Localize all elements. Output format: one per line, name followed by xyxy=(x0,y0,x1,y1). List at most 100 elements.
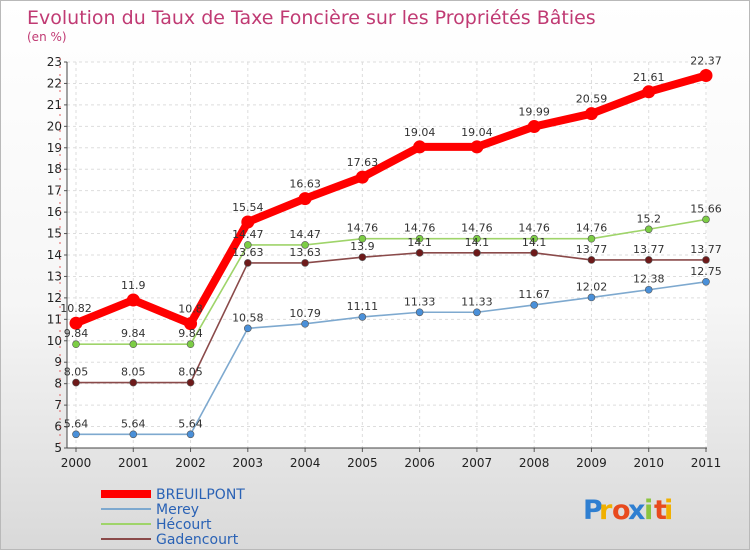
data-point-gadencourt xyxy=(702,256,710,264)
data-label-breuilpont: 21.61 xyxy=(633,71,665,84)
data-label-merey: 11.33 xyxy=(461,295,493,308)
data-label-gadencourt: 14.1 xyxy=(465,236,490,249)
data-label-gadencourt: 13.77 xyxy=(633,243,665,256)
data-label-merey: 11.67 xyxy=(518,288,550,301)
proxiti-logo: Pr oxi ti xyxy=(583,495,673,526)
data-point-gadencourt xyxy=(530,249,538,257)
data-label-merey: 12.38 xyxy=(633,273,665,286)
data-point-breuilpont xyxy=(184,317,198,331)
data-point-merey xyxy=(358,313,367,321)
data-point-h-court xyxy=(358,234,367,243)
data-point-merey xyxy=(644,285,653,294)
x-tick-label: 2011 xyxy=(691,456,722,470)
legend-label-merey: Merey xyxy=(156,502,199,518)
logo-letter: x xyxy=(628,495,645,526)
y-tick-label: 22 xyxy=(47,76,62,90)
data-point-gadencourt xyxy=(72,378,80,387)
data-label-h-court: 14.76 xyxy=(404,222,436,235)
y-tick-label: 14 xyxy=(47,248,62,262)
x-tick-label: 2010 xyxy=(633,456,664,470)
y-tick-label: 9 xyxy=(54,355,62,369)
data-point-gadencourt xyxy=(301,259,309,267)
data-point-h-court xyxy=(301,241,309,249)
data-point-merey xyxy=(129,430,138,439)
y-tick-label: 17 xyxy=(47,184,62,198)
data-point-breuilpont xyxy=(126,293,140,307)
unit-label: (en %) xyxy=(27,30,67,44)
data-point-h-court xyxy=(473,234,481,243)
data-label-breuilpont: 19.99 xyxy=(518,106,550,119)
data-point-h-court xyxy=(72,340,80,349)
data-label-h-court: 14.47 xyxy=(289,228,321,241)
data-point-h-court xyxy=(129,340,138,349)
data-point-gadencourt xyxy=(244,259,252,267)
y-tick-label: 7 xyxy=(54,398,62,412)
data-labels: 5.64 5.64 5.64 10.58 10.79 11.11 11.33 11.33 11.… xyxy=(60,55,722,431)
axes: 5 6 7 8 9 10 11 12 13 14 15 16 17 18 19 20 21 22 23 2000 200… xyxy=(47,55,722,470)
x-tick-label: 2005 xyxy=(347,456,378,470)
data-point-gadencourt xyxy=(644,256,653,264)
y-tick-label: 8 xyxy=(54,377,62,391)
logo-letter: r xyxy=(599,495,613,526)
data-label-h-court: 14.76 xyxy=(518,222,550,235)
data-label-merey: 12.75 xyxy=(690,265,722,278)
data-label-gadencourt: 13.63 xyxy=(289,246,321,259)
x-tick-label: 2001 xyxy=(118,456,149,470)
x-tick-label: 2002 xyxy=(175,456,206,470)
x-tick-label: 2007 xyxy=(462,456,493,470)
data-label-gadencourt: 13.77 xyxy=(690,243,722,256)
data-label-gadencourt: 8.05 xyxy=(64,366,89,379)
data-point-h-court xyxy=(530,234,538,243)
data-point-gadencourt xyxy=(473,249,481,257)
data-label-h-court: 9.84 xyxy=(178,327,203,340)
data-label-gadencourt: 8.05 xyxy=(178,366,203,379)
series-line-h-court xyxy=(75,218,707,346)
data-label-gadencourt: 14.1 xyxy=(522,236,547,249)
data-point-h-court xyxy=(644,225,653,234)
series-line-merey xyxy=(75,281,707,436)
legend-label-breuilpont: BREUILPONT xyxy=(156,487,245,503)
data-label-gadencourt: 13.77 xyxy=(576,243,608,256)
data-label-h-court: 14.47 xyxy=(232,228,264,241)
logo-letter: o xyxy=(612,495,631,526)
data-label-breuilpont: 19.04 xyxy=(404,126,436,139)
data-label-h-court: 14.76 xyxy=(347,222,379,235)
data-point-gadencourt xyxy=(587,256,596,264)
data-point-gadencourt xyxy=(415,249,424,257)
y-tick-label: 5 xyxy=(54,441,62,455)
data-point-breuilpont xyxy=(69,316,83,330)
data-label-breuilpont: 16.63 xyxy=(289,178,321,191)
data-point-breuilpont xyxy=(355,170,369,184)
x-tick-label: 2000 xyxy=(61,456,92,470)
y-tick-label: 11 xyxy=(47,312,62,326)
data-label-h-court: 9.84 xyxy=(64,327,89,340)
logo-letter: P xyxy=(583,495,603,526)
logo-letter: t xyxy=(654,495,667,526)
data-label-breuilpont: 10.8 xyxy=(178,303,203,316)
logo-letter: i xyxy=(664,495,673,526)
data-point-merey xyxy=(186,430,195,439)
chart-title: Evolution du Taux de Taxe Foncière sur l… xyxy=(27,7,596,29)
data-label-gadencourt: 13.9 xyxy=(350,240,375,253)
data-label-merey: 5.64 xyxy=(121,417,146,430)
data-label-breuilpont: 15.54 xyxy=(232,201,264,214)
data-point-merey xyxy=(587,293,596,302)
x-tick-label: 2008 xyxy=(519,456,550,470)
x-tick-label: 2006 xyxy=(404,456,435,470)
data-label-merey: 5.64 xyxy=(64,417,89,430)
data-point-gadencourt xyxy=(129,378,138,387)
data-label-h-court: 15.66 xyxy=(690,202,722,215)
data-label-breuilpont: 17.63 xyxy=(347,156,379,169)
data-point-h-court xyxy=(415,234,424,243)
data-point-breuilpont xyxy=(584,107,598,121)
data-point-merey xyxy=(244,324,252,333)
data-label-merey: 10.58 xyxy=(232,311,264,324)
data-point-merey xyxy=(530,301,538,309)
data-label-breuilpont: 20.59 xyxy=(576,93,608,106)
data-label-h-court: 14.76 xyxy=(461,222,493,235)
legend-label-gadencourt: Gadencourt xyxy=(156,532,239,548)
data-label-gadencourt: 8.05 xyxy=(121,366,146,379)
data-label-merey: 11.33 xyxy=(404,295,436,308)
